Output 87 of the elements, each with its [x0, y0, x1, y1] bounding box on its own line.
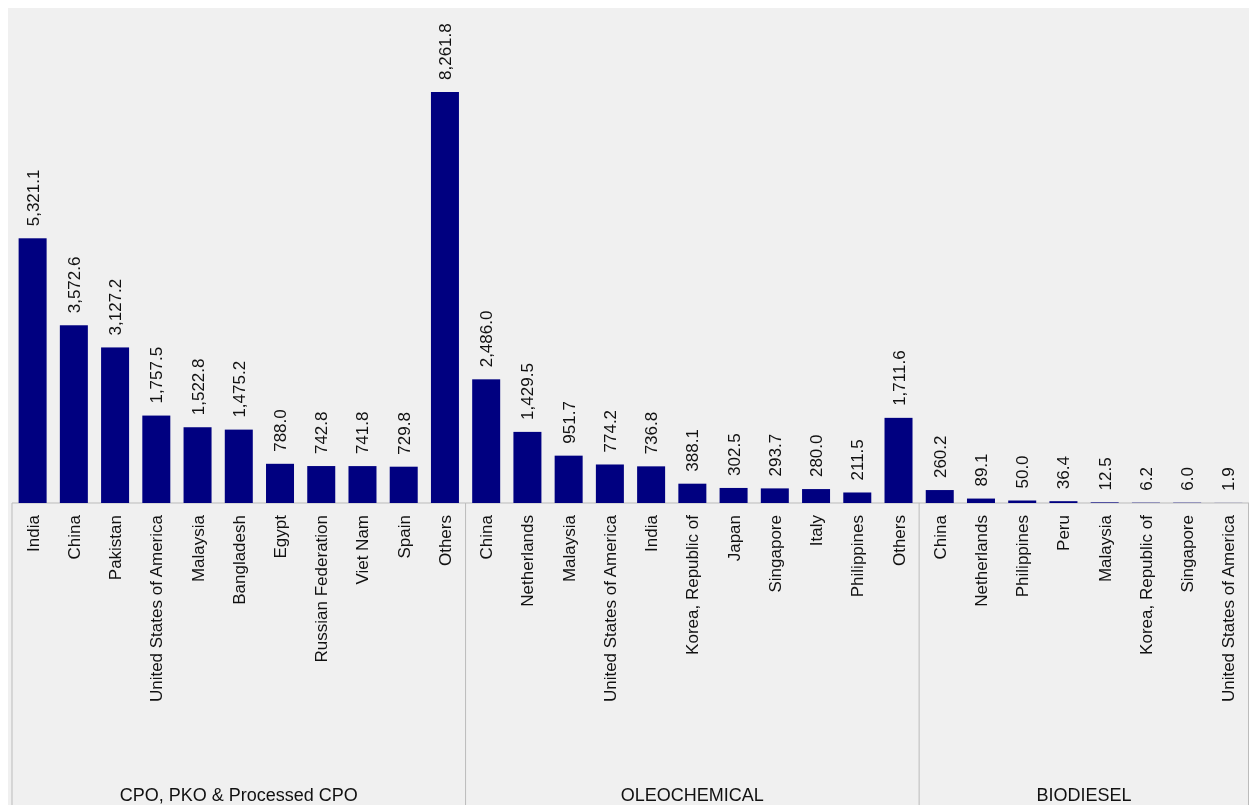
bar [966, 498, 995, 503]
bar [554, 455, 583, 503]
data-label: 280.0 [807, 434, 827, 478]
data-label: 1.9 [1219, 467, 1239, 491]
x-tick-label: Peru [1054, 515, 1074, 551]
bar [183, 427, 212, 503]
x-tick-label: Netherlands [971, 515, 991, 607]
data-label: 1,475.2 [229, 360, 249, 418]
x-tick-label: Spain [394, 515, 414, 559]
bar [266, 463, 295, 503]
data-label: 302.5 [724, 433, 744, 476]
x-tick-label: Others [889, 515, 909, 567]
x-tick-label: China [477, 514, 497, 560]
x-tick-label: Philippines [1013, 515, 1033, 598]
x-tick-label: India [642, 514, 662, 552]
bar [307, 466, 336, 503]
data-label: 951.7 [559, 401, 579, 444]
x-tick-label: United States of America [1219, 514, 1239, 703]
data-label: 3,127.2 [106, 278, 126, 336]
data-label: 729.8 [394, 412, 414, 455]
x-tick-label: Malaysia [188, 514, 208, 583]
x-tick-label: Others [435, 515, 455, 567]
x-axis-title: OLEOCHEMICAL [620, 785, 764, 805]
bar [802, 489, 831, 503]
data-label: 6.0 [1178, 467, 1198, 491]
bar [224, 429, 253, 503]
x-tick-label: Japan [724, 515, 744, 562]
x-tick-label: Russian Federation [312, 515, 332, 663]
data-label: 89.1 [971, 453, 991, 487]
data-label: 736.8 [642, 411, 662, 455]
x-tick-label: Egypt [271, 514, 291, 559]
data-label: 5,321.1 [23, 169, 43, 227]
data-label: 741.8 [353, 411, 373, 455]
x-tick-label: United States of America [147, 514, 167, 703]
x-tick-label: India [23, 514, 43, 552]
x-tick-label: United States of America [600, 514, 620, 703]
bar [884, 417, 913, 503]
x-tick-label: Korea, Republic of [1136, 514, 1156, 655]
x-tick-label: China [64, 514, 84, 560]
bar [348, 466, 377, 503]
x-tick-label: Singapore [1178, 515, 1198, 593]
bar [18, 238, 47, 503]
data-label: 3,572.6 [64, 256, 84, 314]
data-label: 1,522.8 [188, 358, 208, 416]
bar [142, 415, 171, 503]
bar [595, 464, 624, 503]
data-label: 260.2 [930, 435, 950, 479]
data-label: 36.4 [1054, 456, 1074, 490]
data-label: 2,486.0 [477, 310, 497, 368]
x-tick-label: Bangladesh [229, 515, 249, 605]
x-tick-label: Netherlands [518, 515, 538, 607]
data-label: 6.2 [1136, 467, 1156, 491]
data-label: 1,757.5 [147, 346, 167, 404]
data-label: 211.5 [848, 439, 868, 481]
bar [925, 490, 954, 503]
x-tick-label: China [930, 514, 950, 560]
data-label: 1,711.6 [889, 350, 909, 406]
bar [678, 483, 707, 503]
bar [59, 325, 88, 503]
data-label: 293.7 [765, 433, 785, 477]
bar [843, 492, 872, 503]
bar [637, 466, 666, 503]
bar [719, 487, 748, 503]
data-label: 788.0 [271, 409, 291, 452]
bar [760, 488, 789, 503]
bar [472, 379, 501, 503]
x-tick-label: Viet Nam [353, 515, 373, 585]
data-label: 388.1 [683, 429, 703, 472]
bar [513, 431, 542, 503]
data-label: 1,429.5 [518, 363, 538, 420]
x-tick-label: Malaysia [1095, 514, 1115, 583]
x-tick-label: Korea, Republic of [683, 514, 703, 655]
x-tick-label: Italy [807, 514, 827, 547]
x-axis-title: CPO, PKO & Processed CPO [119, 785, 358, 805]
data-label: 12.5 [1095, 457, 1115, 491]
x-axis-title: BIODIESEL [1036, 785, 1132, 805]
bar [101, 347, 130, 503]
x-tick-label: Singapore [765, 515, 785, 593]
data-label: 774.2 [600, 409, 620, 453]
x-tick-label: Philippines [848, 515, 868, 598]
data-label: 8,261.8 [435, 23, 455, 80]
bar [389, 466, 418, 503]
data-label: 50.0 [1013, 455, 1033, 489]
x-tick-label: Pakistan [106, 515, 126, 581]
data-label: 742.8 [312, 411, 332, 455]
x-tick-label: Malaysia [559, 514, 579, 583]
bar [430, 92, 459, 503]
